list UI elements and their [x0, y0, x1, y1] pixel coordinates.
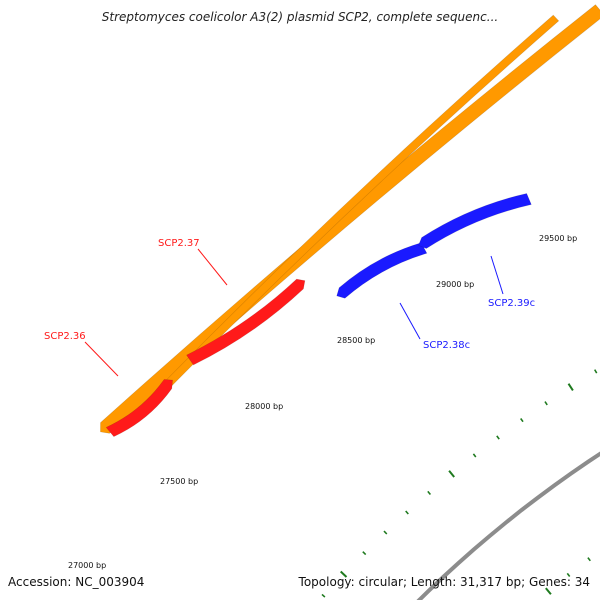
gene-labels: SCP2.36 SCP2.37 SCP2.38c SCP2.39c: [44, 238, 535, 351]
orange-feature-arc[interactable]: [100, 4, 600, 434]
outer-tick: [544, 401, 548, 406]
outer-tick: [405, 510, 409, 515]
outer-tick: [520, 418, 524, 423]
gene-scp2-39c-arc[interactable]: [418, 193, 532, 249]
inner-tick: [587, 557, 591, 562]
gene-label-scp2-36[interactable]: SCP2.36: [44, 331, 86, 342]
scale-label-28500: 28500 bp: [337, 336, 375, 345]
scale-labels: 27000 bp 27500 bp 28000 bp 28500 bp 2900…: [68, 234, 577, 570]
inner-tick: [566, 572, 571, 577]
outer-tick: [383, 530, 388, 535]
gene-label-scp2-37[interactable]: SCP2.37: [158, 238, 200, 249]
outer-tick-marks: [321, 369, 598, 598]
gene-label-scp2-38c[interactable]: SCP2.38c: [423, 340, 470, 351]
leader-scp2-38c: [399, 302, 421, 340]
scale-label-29000: 29000 bp: [436, 280, 474, 289]
outer-tick: [594, 369, 598, 374]
map-title: Streptomyces coelicolor A3(2) plasmid SC…: [101, 10, 499, 24]
leader-scp2-36: [84, 341, 119, 377]
outer-tick: [496, 435, 500, 440]
outer-tick: [427, 490, 432, 496]
gene-label-leaders: [84, 248, 504, 377]
inner-tick: [545, 587, 552, 595]
gene-scp2-37-arc[interactable]: [186, 278, 306, 366]
leader-scp2-39c: [490, 255, 504, 295]
scale-label-29500: 29500 bp: [539, 234, 577, 243]
gene-scp2-38c-arc[interactable]: [336, 242, 428, 299]
topology-summary: Topology: circular; Length: 31,317 bp; G…: [298, 575, 590, 589]
plasmid-backbone: [416, 451, 600, 600]
outer-tick: [567, 383, 574, 391]
scale-label-27500: 27500 bp: [160, 477, 198, 486]
leader-scp2-37: [197, 248, 228, 286]
inner-tick-marks: [545, 557, 591, 595]
gene-label-scp2-39c[interactable]: SCP2.39c: [488, 298, 535, 309]
feature-arcs: [100, 4, 600, 437]
outer-tick: [472, 453, 477, 458]
accession-text: Accession: NC_003904: [8, 575, 145, 589]
outer-tick: [340, 570, 348, 578]
outer-tick: [362, 551, 367, 556]
scale-label-27000: 27000 bp: [68, 561, 106, 570]
scale-label-28000: 28000 bp: [245, 402, 283, 411]
gene-scp2-36-arc-upper[interactable]: [105, 379, 173, 437]
outer-tick: [448, 470, 455, 478]
outer-tick: [321, 593, 326, 598]
